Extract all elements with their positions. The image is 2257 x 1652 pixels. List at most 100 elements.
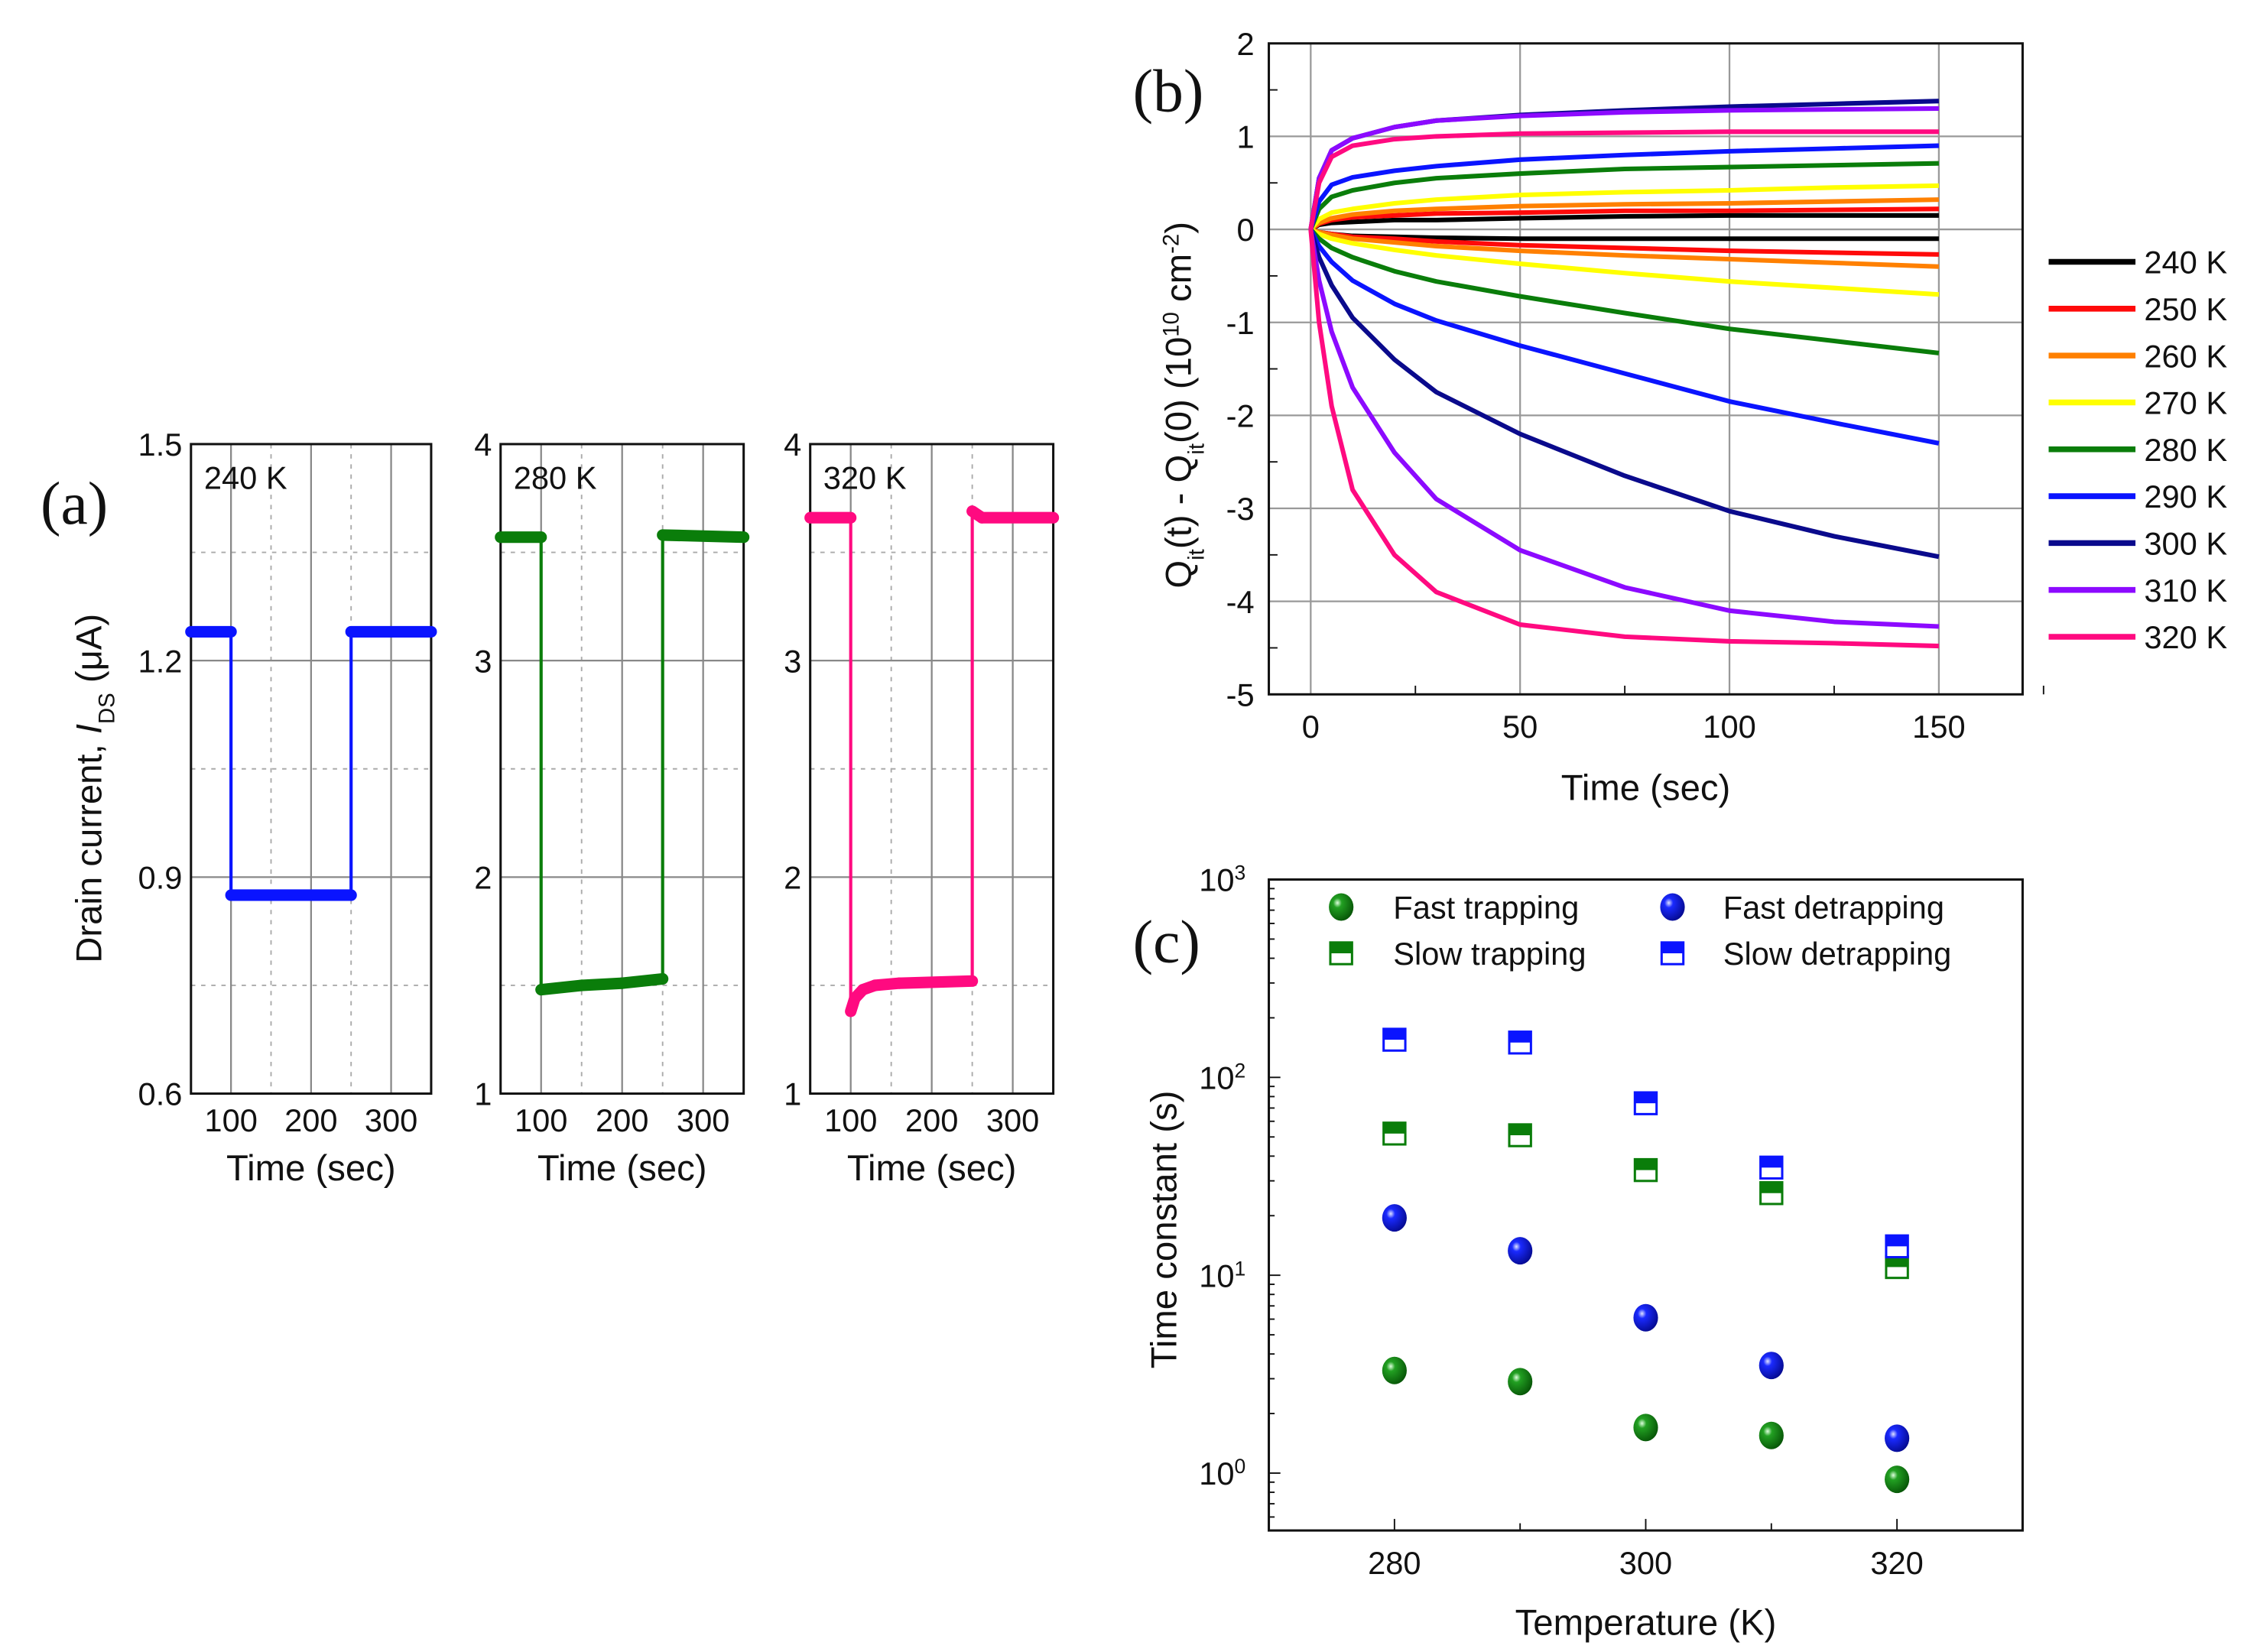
legend-label: 280 K xyxy=(2144,432,2227,468)
panel-b: (b) 0 50 100 150 -5 -4 -3 -2 -1 0 1 2 240 K 250 K 260 K… xyxy=(1133,26,2228,809)
data-point-slow-detrapping xyxy=(1508,1030,1532,1055)
temperature-label: 280 K xyxy=(514,460,597,496)
marker-fill xyxy=(1383,1122,1406,1134)
plot-frame xyxy=(499,443,745,1095)
current-plateau xyxy=(893,975,979,989)
axis-label-part: Q xyxy=(1158,560,1199,589)
data-point-fast-trapping xyxy=(1633,1413,1658,1442)
y-tick-label: -3 xyxy=(1226,491,1255,527)
subplot-320K: 100 200 300 1 2 3 4 320 K Time (sec) xyxy=(784,427,1060,1189)
plot-frame xyxy=(809,443,1055,1095)
plot-frame xyxy=(1268,42,2024,696)
y-tick-label: 3 xyxy=(784,643,801,679)
marker-fill xyxy=(1885,1235,1908,1247)
x-axis-title: Time (sec) xyxy=(537,1148,707,1189)
tick-exponent: 0 xyxy=(1235,1455,1246,1478)
data-point-fast-detrapping xyxy=(1382,1204,1407,1232)
axis-label-part: DS xyxy=(94,693,119,724)
x-tick-label: 200 xyxy=(905,1102,958,1138)
marker-fill xyxy=(1661,942,1684,954)
x-axis-title: Time (sec) xyxy=(847,1148,1017,1189)
panel-label: (b) xyxy=(1133,58,1204,125)
tick-base: 10 xyxy=(1199,1060,1234,1095)
y-tick-label: 2 xyxy=(784,859,801,895)
data-point-slow-detrapping xyxy=(1759,1155,1784,1180)
y-tick-label: 102 xyxy=(1199,1059,1245,1095)
subplot-240K: 100 200 300 0.6 0.9 1.2 1.5 240 K Time (sec) xyxy=(138,427,437,1189)
data-point-slow-trapping xyxy=(1885,1254,1909,1280)
x-axis-title: Time (sec) xyxy=(226,1148,396,1189)
y-tick-label: 101 xyxy=(1199,1257,1245,1293)
axis-label-part: -2 xyxy=(1158,234,1184,254)
axis-label-part: ) xyxy=(1158,222,1199,234)
x-tick-label: 100 xyxy=(824,1102,877,1138)
legend-label: 270 K xyxy=(2144,385,2227,421)
legend-label: Slow detrapping xyxy=(1723,936,1952,972)
series-line-270K-up xyxy=(1308,183,1939,231)
y-tick-label: 1 xyxy=(784,1076,801,1112)
x-axis-title: Time (sec) xyxy=(1561,768,1731,808)
y-tick-label: 4 xyxy=(474,427,492,462)
series-line-320K-down xyxy=(1308,229,1939,649)
marker-fill xyxy=(1383,1028,1406,1040)
series-line-260K-down xyxy=(1310,227,1940,269)
data-point-slow-trapping xyxy=(1508,1123,1532,1147)
y-tick-label: 2 xyxy=(1236,26,1254,62)
x-axis-title: Temperature (K) xyxy=(1515,1602,1777,1643)
data-point-slow-detrapping xyxy=(1382,1027,1407,1052)
x-tick-label: 100 xyxy=(1703,709,1755,745)
data-point-slow-detrapping xyxy=(1885,1234,1909,1259)
data-point-fast-trapping xyxy=(1382,1356,1407,1384)
series-line-290K-up xyxy=(1308,143,1939,230)
subplot-280K: 100 200 300 1 2 3 4 280 K Time (sec) xyxy=(474,427,750,1189)
current-plateau xyxy=(657,529,750,544)
y-tick-label: -5 xyxy=(1226,677,1255,712)
axis-label-part: Drain current, xyxy=(69,734,109,963)
marker-fill xyxy=(1508,1124,1531,1136)
tick-base: 10 xyxy=(1199,862,1234,898)
data-point-fast-detrapping xyxy=(1759,1352,1784,1380)
y-tick-label: 3 xyxy=(474,643,492,679)
plot-frame xyxy=(190,443,433,1095)
legend-label: Fast detrapping xyxy=(1723,890,1944,926)
x-tick-label: 100 xyxy=(515,1102,567,1138)
axis-label-part: (t) - Q xyxy=(1158,455,1199,549)
x-tick-label: 0 xyxy=(1302,709,1320,745)
y-tick-label: 4 xyxy=(784,427,801,462)
x-tick-label: 200 xyxy=(596,1102,648,1138)
x-tick-label: 320 xyxy=(1870,1545,1923,1581)
series-line-290K-down xyxy=(1308,228,1940,446)
y-tick-label: 0.6 xyxy=(138,1076,183,1112)
legend-label: 290 K xyxy=(2144,479,2227,514)
y-tick-label: 0 xyxy=(1236,212,1254,248)
data-point-fast-trapping xyxy=(1885,1465,1910,1494)
panel-label: (a) xyxy=(41,470,108,537)
current-plateau xyxy=(576,977,628,992)
x-tick-label: 300 xyxy=(1619,1545,1672,1581)
y-axis-title: Qit(t) - Qit(0) (1010 cm-2) xyxy=(1158,222,1209,589)
legend-marker xyxy=(1660,893,1685,921)
x-tick-label: 280 xyxy=(1368,1545,1421,1581)
data-point-slow-trapping xyxy=(1382,1121,1407,1146)
series-line-310K-down xyxy=(1308,229,1940,629)
data-point-slow-detrapping xyxy=(1633,1091,1658,1115)
current-plateau xyxy=(616,972,669,989)
panel-label: (c) xyxy=(1133,908,1200,975)
marker-fill xyxy=(1760,1157,1783,1168)
axis-label-part: it xyxy=(1184,549,1209,560)
x-tick-label: 150 xyxy=(1912,709,1965,745)
marker-fill xyxy=(1330,942,1353,954)
y-tick-label: 0.9 xyxy=(138,859,183,895)
x-tick-label: 200 xyxy=(284,1102,337,1138)
legend-marker xyxy=(1660,941,1685,966)
marker-fill xyxy=(1635,1159,1657,1170)
axis-label-part: (μA) xyxy=(69,614,109,693)
marker-fill xyxy=(1885,1256,1908,1267)
data-point-slow-trapping xyxy=(1759,1181,1784,1206)
x-tick-label: 300 xyxy=(365,1102,417,1138)
x-tick-label: 300 xyxy=(677,1102,729,1138)
marker-fill xyxy=(1635,1092,1657,1104)
series-line-260K-up xyxy=(1309,197,1939,232)
